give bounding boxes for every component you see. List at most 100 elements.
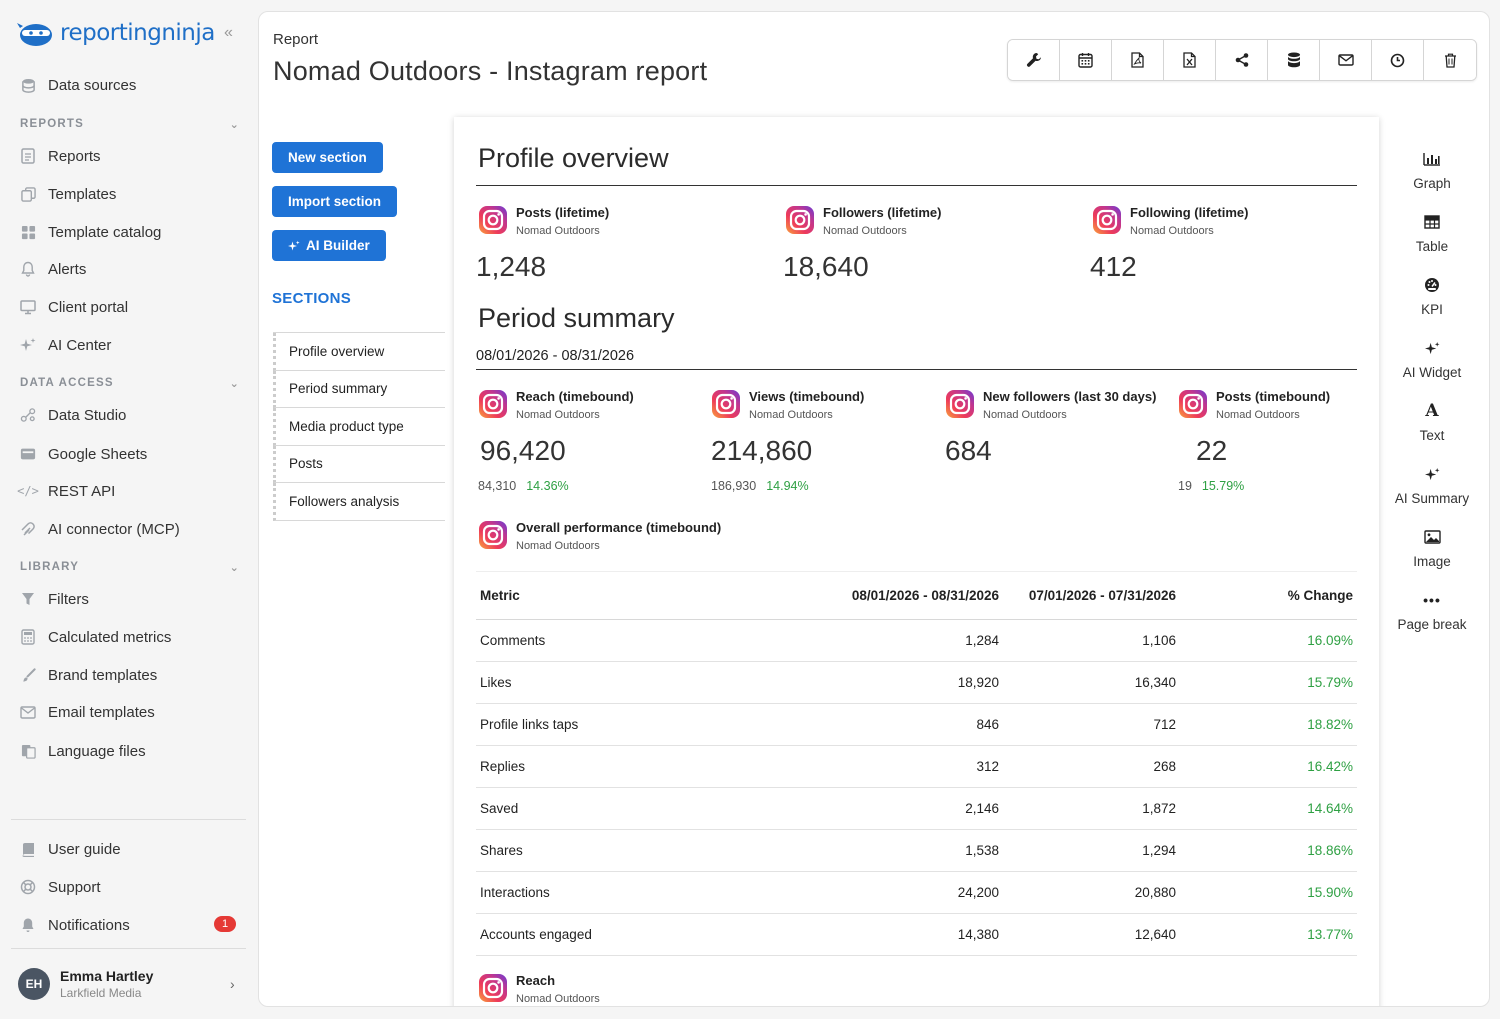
import-section-button[interactable]: Import section xyxy=(272,186,398,217)
share-button[interactable] xyxy=(1216,40,1268,80)
widget-ai-widget[interactable]: AI Widget xyxy=(1387,337,1477,380)
ai-builder-button[interactable]: AI Builder xyxy=(272,230,386,261)
export-pdf-button[interactable] xyxy=(1112,40,1164,80)
data-access-section-header[interactable]: DATA ACCESS ⌄ xyxy=(20,377,240,390)
widget-table[interactable]: Table xyxy=(1387,211,1477,254)
sidebar-item-templates[interactable]: Templates xyxy=(20,182,116,206)
kpi-widget-posts-timebound[interactable]: Posts (timebound) Nomad Outdoors 22 19 15… xyxy=(1178,389,1330,493)
delete-button[interactable] xyxy=(1424,40,1476,80)
section-item-posts[interactable]: Posts xyxy=(273,445,445,483)
sidebar-item-rest-api[interactable]: </> REST API xyxy=(17,479,115,503)
kpi-widget-new-followers[interactable]: New followers (last 30 days) Nomad Outdo… xyxy=(945,389,1156,467)
table-row: Saved 2,146 1,872 14.64% xyxy=(476,787,1357,830)
dots-icon: ••• xyxy=(1423,592,1441,608)
kpi-widget-reach[interactable]: Reach Nomad Outdoors xyxy=(478,973,600,1005)
section-item-media-product-type[interactable]: Media product type xyxy=(273,408,445,446)
section-item-period-summary[interactable]: Period summary xyxy=(273,370,445,408)
column-header-previous-period[interactable]: 07/01/2026 - 07/31/2026 xyxy=(1003,572,1180,620)
sidebar-item-filters[interactable]: Filters xyxy=(20,587,89,611)
kpi-widget-views-timebound[interactable]: Views (timebound) Nomad Outdoors 214,860… xyxy=(711,389,864,493)
section-item-profile-overview[interactable]: Profile overview xyxy=(273,333,445,371)
period-date-range: 08/01/2026 - 08/31/2026 xyxy=(476,348,635,364)
sidebar-item-google-sheets[interactable]: Google Sheets xyxy=(20,442,147,466)
sidebar-item-ai-connector[interactable]: AI connector (MCP) xyxy=(20,517,180,541)
kpi-comparison: 19 15.79% xyxy=(1178,479,1330,493)
kpi-widget-reach-timebound[interactable]: Reach (timebound) Nomad Outdoors 96,420 … xyxy=(478,389,634,493)
kpi-source: Nomad Outdoors xyxy=(1130,225,1214,237)
reports-section-header[interactable]: REPORTS ⌄ xyxy=(20,118,240,131)
section-rule xyxy=(476,185,1357,186)
user-profile[interactable]: EH Emma Hartley Larkfield Media xyxy=(18,968,153,1000)
sidebar-item-support[interactable]: Support xyxy=(20,875,101,899)
breadcrumb[interactable]: Report xyxy=(273,31,319,48)
sidebar-item-ai-center[interactable]: AI Center xyxy=(20,333,111,357)
collapse-sidebar-icon[interactable]: « xyxy=(224,24,233,41)
kpi-widget-followers-lifetime[interactable]: Followers (lifetime) Nomad Outdoors 18,6… xyxy=(783,205,941,283)
kpi-widget-posts-lifetime[interactable]: Posts (lifetime) Nomad Outdoors 1,248 xyxy=(476,205,609,283)
sidebar-item-user-guide[interactable]: User guide xyxy=(20,837,121,861)
widget-kpi[interactable]: KPI xyxy=(1387,274,1477,317)
sidebar-item-reports[interactable]: Reports xyxy=(20,144,101,168)
chevron-right-icon[interactable]: › xyxy=(230,976,235,992)
sidebar-item-template-catalog[interactable]: Template catalog xyxy=(20,220,161,244)
widget-page-break[interactable]: ••• Page break xyxy=(1387,589,1477,632)
kpi-value: 18,640 xyxy=(783,251,869,282)
settings-button[interactable] xyxy=(1008,40,1060,80)
nodes-icon xyxy=(20,407,36,423)
period-summary-title[interactable]: Period summary xyxy=(478,303,675,333)
history-button[interactable] xyxy=(1372,40,1424,80)
widget-image[interactable]: Image xyxy=(1387,526,1477,569)
kpi-source: Nomad Outdoors xyxy=(516,993,600,1005)
sidebar-item-brand-templates[interactable]: Brand templates xyxy=(20,663,157,687)
copy-icon xyxy=(20,186,36,202)
library-section-header[interactable]: LIBRARY ⌄ xyxy=(20,561,240,574)
data-button[interactable] xyxy=(1268,40,1320,80)
column-header-current-period[interactable]: 08/01/2026 - 08/31/2026 xyxy=(816,572,1003,620)
chevron-down-icon: ⌄ xyxy=(229,119,240,131)
cell-metric: Interactions xyxy=(476,871,816,914)
table-widget-header[interactable]: Overall performance (timebound) Nomad Ou… xyxy=(478,520,721,552)
sidebar-item-label: Google Sheets xyxy=(48,445,148,463)
sidebar-item-data-studio[interactable]: Data Studio xyxy=(20,403,126,427)
app-logo[interactable]: reportingninja xyxy=(16,18,215,48)
sidebar-item-notifications[interactable]: Notifications xyxy=(20,913,130,937)
cell-change: 15.90% xyxy=(1180,871,1357,914)
sidebar-item-client-portal[interactable]: Client portal xyxy=(20,295,128,319)
widget-ai-summary[interactable]: AI Summary xyxy=(1387,463,1477,506)
sidebar-item-alerts[interactable]: Alerts xyxy=(20,257,86,281)
bar-chart-icon xyxy=(1423,153,1440,166)
widget-graph[interactable]: Graph xyxy=(1387,148,1477,191)
column-header-change[interactable]: % Change xyxy=(1180,572,1357,620)
profile-overview-title[interactable]: Profile overview xyxy=(478,143,669,173)
kpi-source: Nomad Outdoors xyxy=(749,409,833,421)
sidebar-item-label: Templates xyxy=(48,185,117,203)
instagram-icon xyxy=(1178,389,1208,419)
widget-text[interactable]: A Text xyxy=(1387,400,1477,443)
instagram-icon xyxy=(711,389,741,419)
kpi-value: 1,248 xyxy=(476,251,547,282)
instagram-icon xyxy=(478,973,508,1003)
section-item-followers-analysis[interactable]: Followers analysis xyxy=(273,483,445,521)
sidebar-item-calculated-metrics[interactable]: Calculated metrics xyxy=(20,625,171,649)
chevron-down-icon: ⌄ xyxy=(229,562,240,574)
kpi-widget-following-lifetime[interactable]: Following (lifetime) Nomad Outdoors 412 xyxy=(1090,205,1248,283)
trash-icon xyxy=(1444,53,1456,68)
user-org: Larkfield Media xyxy=(60,986,142,1000)
table-row: Likes 18,920 16,340 15.79% xyxy=(476,661,1357,704)
kpi-change: 14.94% xyxy=(766,479,809,493)
sidebar-item-label: Template catalog xyxy=(48,223,162,241)
email-button[interactable] xyxy=(1320,40,1372,80)
sidebar-item-language-files[interactable]: Language files xyxy=(20,739,146,763)
sidebar-item-email-templates[interactable]: Email templates xyxy=(20,700,155,724)
widget-label: Table xyxy=(1415,239,1449,254)
cell-metric: Replies xyxy=(476,745,816,788)
sidebar-item-data-sources[interactable]: Data sources xyxy=(20,73,136,97)
sidebar-item-label: User guide xyxy=(48,840,121,858)
new-section-button[interactable]: New section xyxy=(272,142,383,173)
kpi-previous-value: 186,930 xyxy=(711,479,757,493)
cell-previous: 268 xyxy=(1003,745,1180,788)
column-header-metric[interactable]: Metric xyxy=(476,572,816,620)
schedule-button[interactable] xyxy=(1060,40,1112,80)
export-excel-button[interactable] xyxy=(1164,40,1216,80)
table-row: Replies 312 268 16.42% xyxy=(476,745,1357,788)
